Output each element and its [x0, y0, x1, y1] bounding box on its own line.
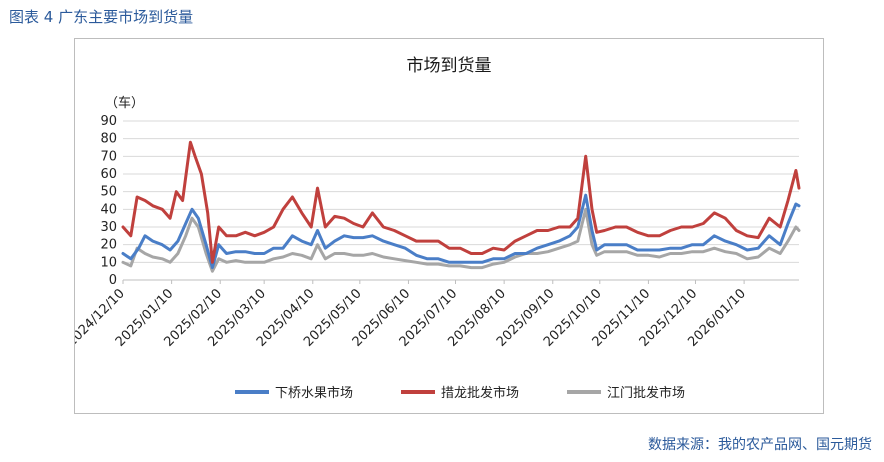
legend-label-2: 措龙批发市场 [441, 385, 519, 401]
y-tick-label: 40 [100, 202, 117, 217]
y-tick-label: 0 [109, 273, 117, 288]
y-tick-label: 50 [100, 185, 117, 200]
chart-frame: 市场到货量 （车） 0 10 20 30 40 50 60 70 80 90 2024/12/10… [74, 38, 824, 414]
y-tick-label: 70 [100, 149, 117, 164]
y-axis-ticks: 0 10 20 30 40 50 60 70 80 90 [100, 114, 117, 288]
y-tick-label: 30 [100, 220, 117, 235]
gridlines [123, 120, 799, 281]
line-chart: 市场到货量 （车） 0 10 20 30 40 50 60 70 80 90 2024/12/10… [75, 56, 801, 401]
series-line-1 [121, 193, 801, 270]
series-line-3 [121, 207, 801, 273]
y-axis-unit: （车） [105, 95, 144, 111]
chart-title: 市场到货量 [407, 56, 492, 76]
legend-label-1: 下桥水果市场 [275, 385, 353, 401]
series-line-2 [121, 140, 801, 264]
y-tick-label: 80 [100, 132, 117, 147]
figure-label: 图表 4 广东主要市场到货量 [9, 8, 194, 26]
series-lines [121, 140, 801, 273]
y-tick-label: 10 [100, 255, 117, 270]
legend-label-3: 江门批发市场 [607, 385, 685, 401]
y-tick-label: 60 [100, 167, 117, 182]
y-tick-label: 90 [100, 114, 117, 129]
legend: 下桥水果市场 措龙批发市场 江门批发市场 [235, 385, 685, 401]
data-source: 数据来源：我的农产品网、国元期货 [648, 437, 872, 453]
y-tick-label: 20 [100, 238, 117, 253]
x-axis-ticks: 2024/12/102025/01/102025/02/102025/03/10… [75, 280, 749, 350]
